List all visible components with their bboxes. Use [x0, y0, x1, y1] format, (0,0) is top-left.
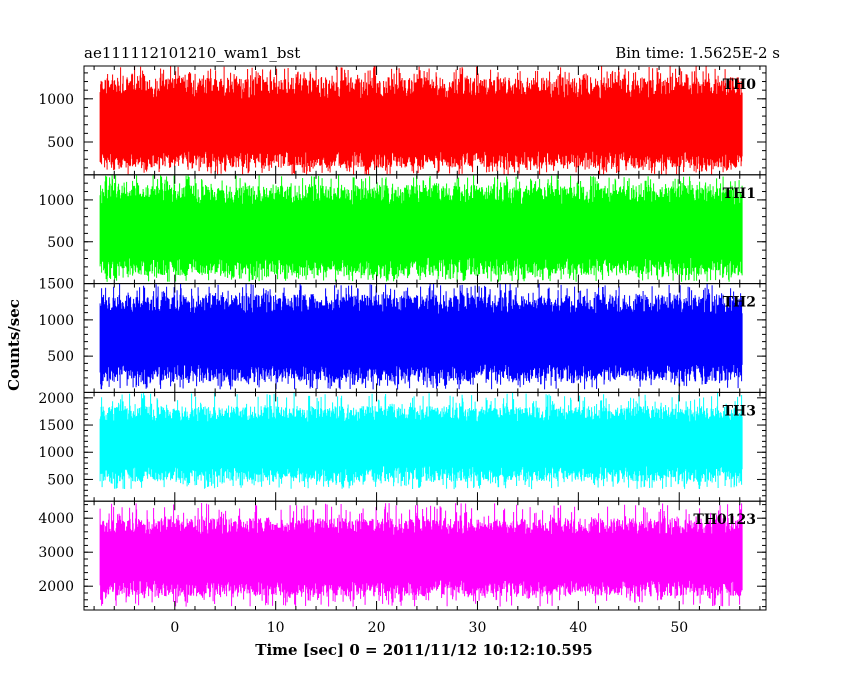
- series-core-th1: [100, 204, 742, 258]
- panel-label-th1: TH1: [723, 186, 756, 202]
- x-axis: 0 10 20 30 40 50: [170, 620, 688, 636]
- bin-time-label: Bin time: 1.5625E-2 s: [615, 44, 780, 62]
- x-tick-label: 40: [569, 620, 587, 636]
- y-tick-label: 1000: [38, 92, 74, 108]
- panel-label-th3: TH3: [723, 403, 756, 419]
- series-core-th0123: [100, 535, 742, 581]
- panel-label-th0123: TH0123: [693, 512, 756, 528]
- series-core-th0: [100, 98, 742, 151]
- y-tick-label: 1000: [38, 445, 74, 461]
- y-tick-label: 1000: [38, 313, 74, 329]
- chart-title: ae111112101210_wam1_bst: [84, 44, 300, 62]
- panel-th0123: 2000 3000 4000 TH0123: [38, 500, 767, 611]
- series-core-th2: [100, 314, 742, 365]
- y-tick-label: 500: [47, 235, 74, 251]
- x-tick-label: 10: [267, 620, 285, 636]
- y-tick-label: 1500: [38, 277, 74, 293]
- y-tick-label: 2000: [38, 391, 74, 407]
- y-tick-label: 500: [47, 135, 74, 151]
- y-axis-label: Counts/sec: [5, 299, 23, 391]
- y-tick-label: 500: [47, 349, 74, 365]
- y-tick-label: 2000: [38, 579, 74, 595]
- y-tick-label: 1500: [38, 418, 74, 434]
- panel-frame: [83, 500, 767, 611]
- y-tick-label: 4000: [38, 511, 74, 527]
- y-tick-label: 3000: [38, 545, 74, 561]
- y-tick-label: 500: [47, 472, 74, 488]
- panel-label-th0: TH0: [723, 77, 757, 93]
- panel-label-th2: TH2: [723, 295, 756, 311]
- x-tick-label: 0: [170, 620, 179, 636]
- panels-group: 500 1000 TH0 500 1000 TH1 500 1000 1500 TH2 500 100…: [38, 65, 767, 611]
- x-tick-label: 20: [368, 620, 386, 636]
- panel-th1: 500 1000 TH1: [38, 174, 767, 285]
- x-axis-label: Time [sec] 0 = 2011/11/12 10:12:10.595: [255, 641, 592, 659]
- panel-th2: 500 1000 1500 TH2: [38, 277, 767, 393]
- panel-th0: 500 1000 TH0: [38, 65, 767, 176]
- x-tick-label: 50: [670, 620, 688, 636]
- x-tick-label: 30: [469, 620, 487, 636]
- panel-th3: 500 1000 1500 2000 TH3: [38, 391, 767, 502]
- y-tick-label: 1000: [38, 193, 74, 209]
- series-core-th3: [100, 421, 742, 466]
